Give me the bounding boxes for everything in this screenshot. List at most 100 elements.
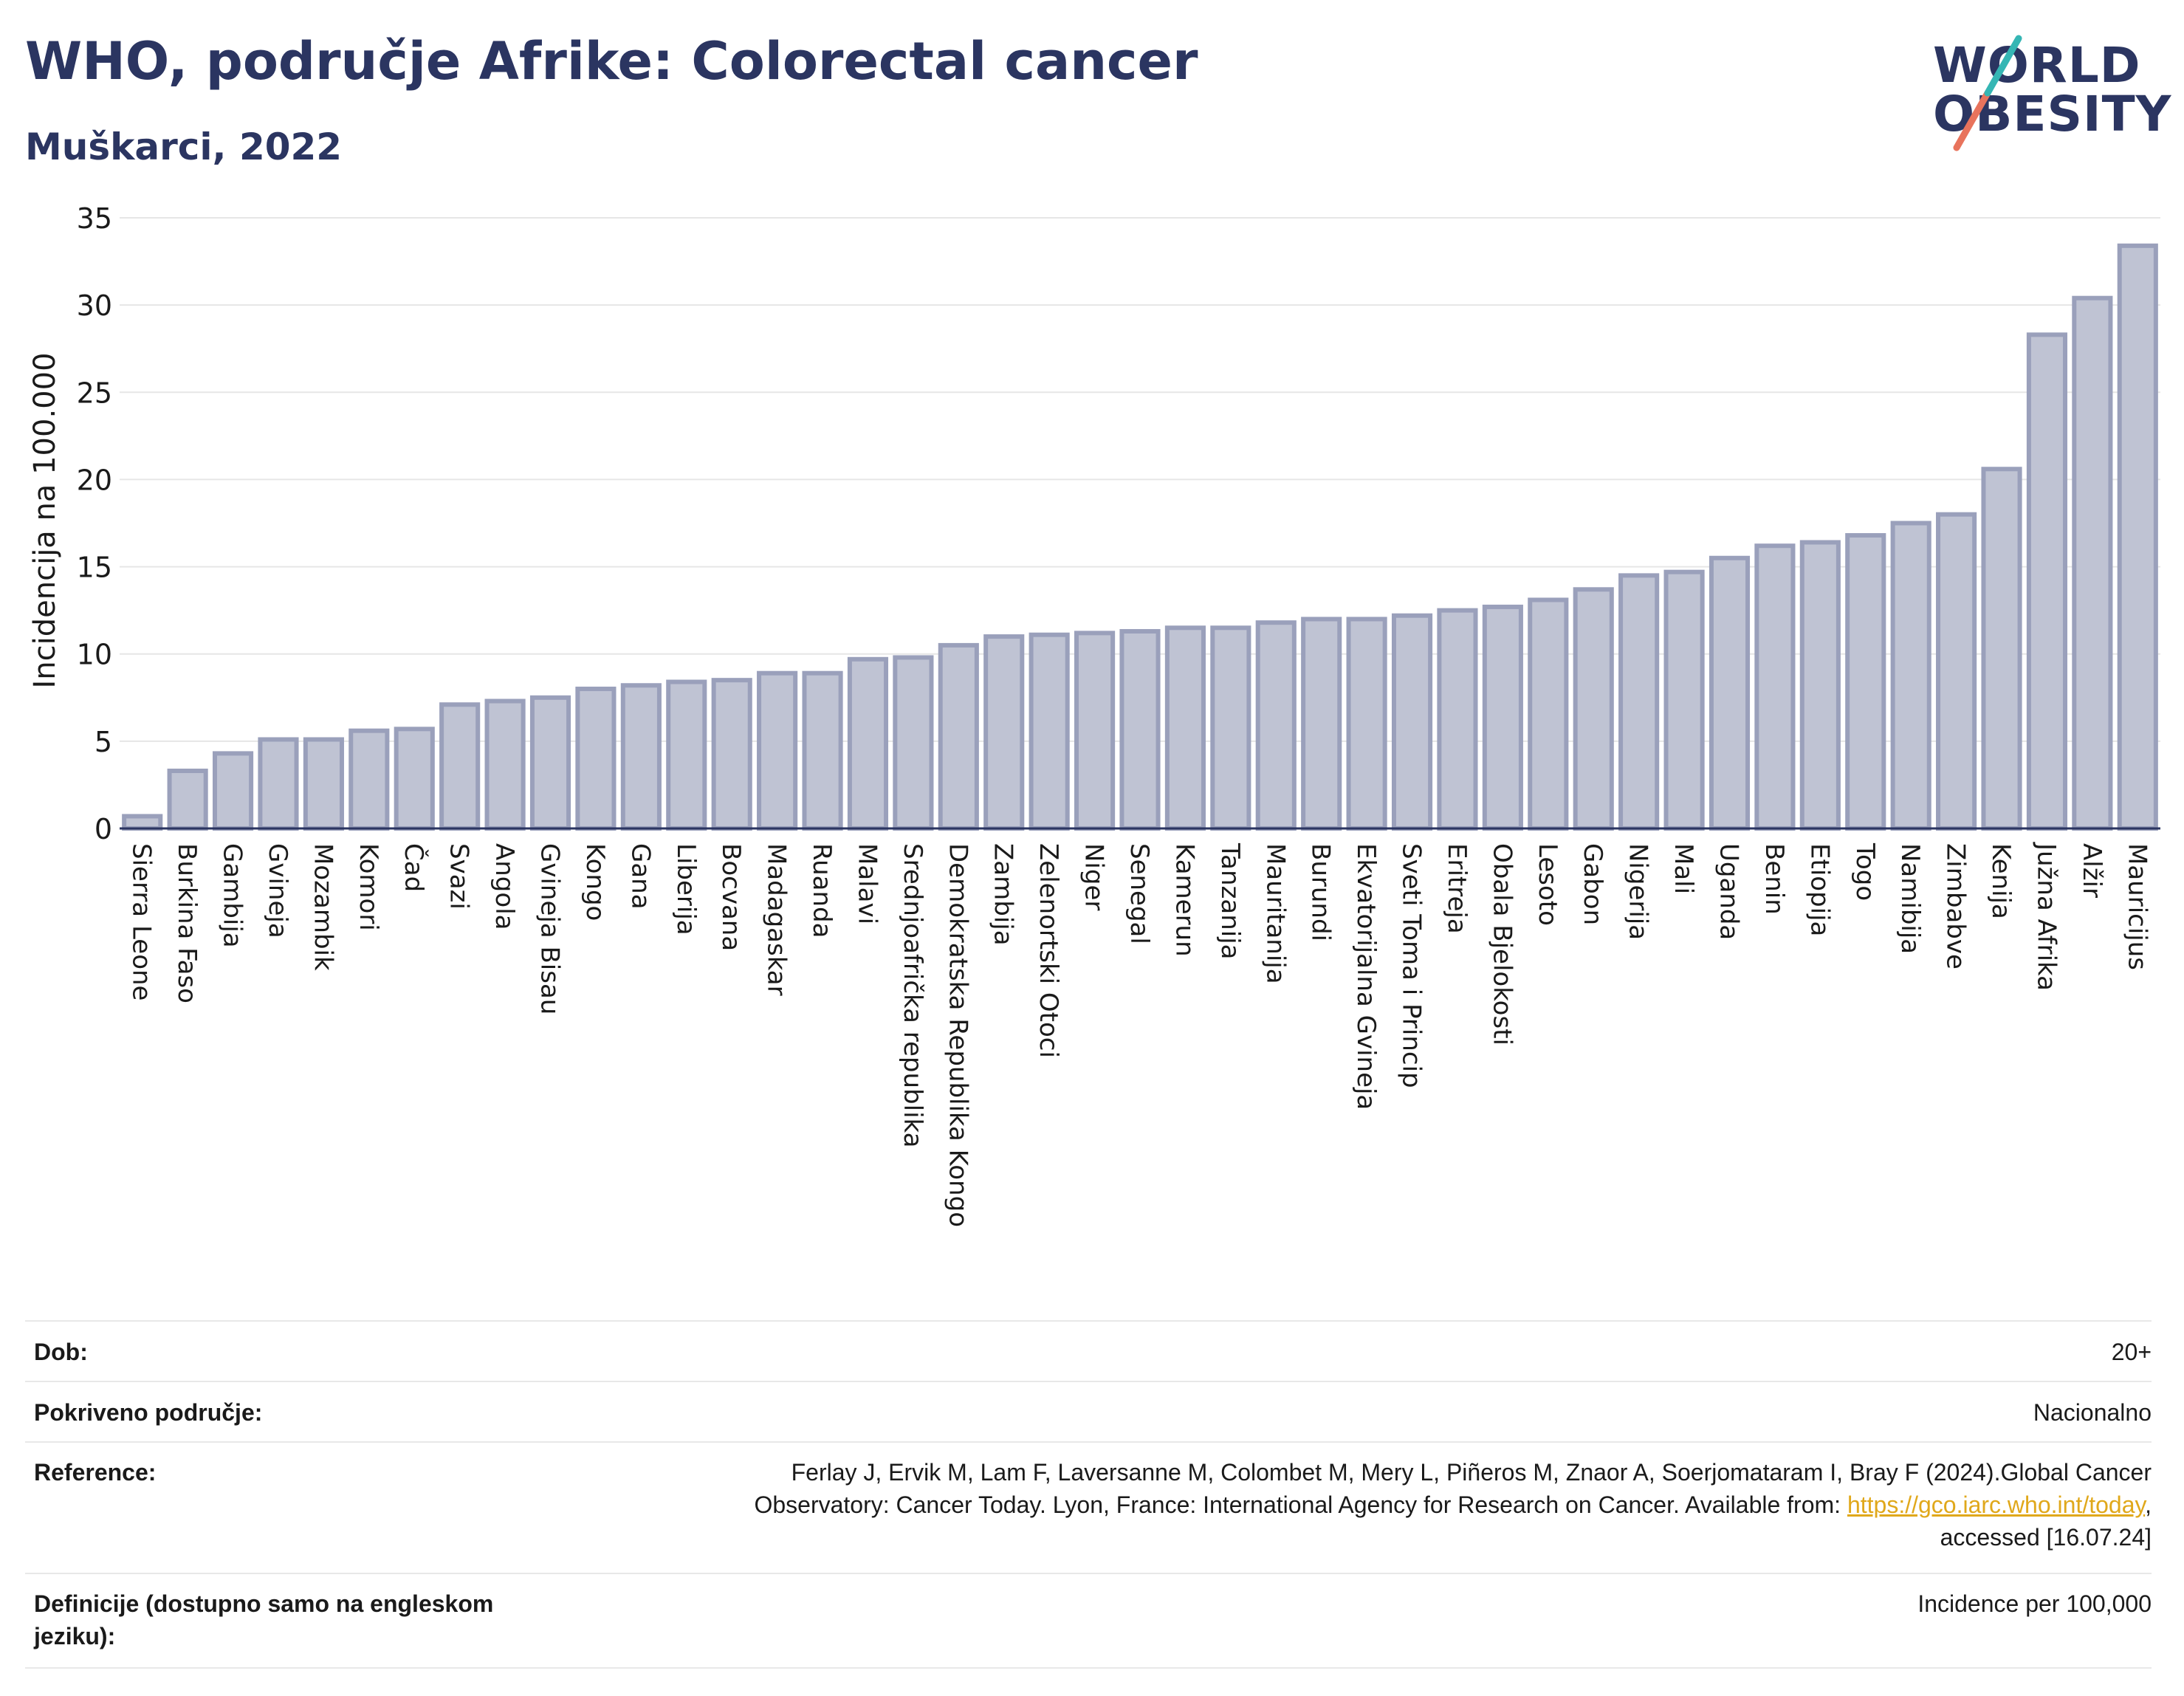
bar (620, 683, 662, 831)
x-tick-label: Burkina Faso (172, 843, 202, 1003)
bar (1981, 467, 2022, 831)
x-tick-label: Ekvatorijalna Gvineja (1351, 843, 1381, 1110)
bar (1346, 617, 1387, 831)
x-tick-label: Gambija (218, 843, 247, 948)
bar (484, 698, 526, 831)
x-tick-label: Niger (1079, 843, 1109, 910)
x-tick-label: Sveti Toma i Princip (1397, 843, 1426, 1088)
x-tick-label: Madagaskar (762, 843, 791, 996)
x-tick-label: Lesoto (1533, 843, 1562, 926)
y-tick-label: 20 (77, 464, 112, 496)
bar (1029, 632, 1070, 831)
x-tick-label: Malavi (852, 843, 882, 924)
bar (122, 814, 163, 831)
bar (666, 679, 707, 831)
bar (1301, 617, 1342, 831)
bar (893, 655, 934, 831)
bar-chart: 0 5 10 15 20 25 30 35 Sierra Leone Burkina Faso Ga… (28, 202, 2160, 1227)
world-obesity-logo: WORLD OBESITY (1927, 30, 2171, 155)
y-tick-label: 5 (95, 726, 112, 758)
bar (1074, 631, 1116, 831)
bar (1210, 625, 1251, 831)
meta-value-coverage: Nacionalno (2033, 1399, 2152, 1426)
x-tick-label: Etiopija (1804, 843, 1834, 936)
y-tick-label: 35 (77, 202, 112, 235)
meta-label-coverage: Pokriveno područje: (34, 1399, 263, 1426)
x-tick-label: Zelenortski Otoci (1034, 843, 1063, 1058)
x-tick-label: Obala Bjelokosti (1487, 843, 1517, 1046)
x-tick-label: Srednjoafrička republika (898, 843, 927, 1147)
bar (1799, 540, 1841, 831)
x-tick-label: Mauritanija (1260, 843, 1290, 984)
bar (938, 642, 979, 831)
bar (1845, 533, 1886, 831)
bar (258, 737, 299, 831)
bar (1936, 512, 1977, 831)
x-tick-label: Čad (399, 843, 429, 892)
x-tick-label: Gabon (1578, 843, 1607, 925)
bar (2117, 243, 2158, 831)
chart-title: WHO, područje Afrike: Colorectal cancer (25, 31, 1198, 92)
meta-row-reference: Reference: Ferlay J, Ervik M, Lam F, Lav… (25, 1441, 2152, 1574)
bar (802, 670, 843, 831)
y-tick-label: 30 (77, 289, 112, 322)
bar (394, 727, 435, 831)
bar (212, 751, 254, 831)
bar (757, 670, 798, 831)
y-tick-label: 25 (77, 377, 112, 409)
bar (1663, 569, 1705, 831)
x-tick-label: Nigerija (1624, 843, 1653, 940)
x-tick-label: Mali (1669, 843, 1698, 894)
reference-line-2: Observatory: Cancer Today. Lyon, France:… (601, 1489, 2152, 1521)
x-tick-label: Kamerun (1170, 843, 1199, 957)
bar (711, 678, 752, 831)
x-tick-label: Angola (490, 843, 519, 930)
reference-link[interactable]: https://gco.iarc.who.int/today (1847, 1491, 2146, 1518)
meta-label-age: Dob: (34, 1339, 88, 1365)
bar (439, 702, 481, 831)
x-tick-label: Burundi (1306, 843, 1336, 941)
bar (1119, 628, 1161, 831)
x-tick-label: Svazi (444, 843, 474, 910)
logo-slash-icon (1953, 35, 2022, 151)
bar (983, 634, 1025, 831)
chart-subtitle: Muškarci, 2022 (25, 126, 343, 168)
x-tick-label: Kenija (1986, 843, 2016, 919)
bar (847, 656, 889, 831)
x-tick-label: Namibija (1895, 843, 1925, 954)
logo-word-world: WORLD (1933, 37, 2141, 94)
y-tick-label: 10 (77, 639, 112, 671)
bar (1618, 573, 1660, 831)
bar (1391, 613, 1433, 831)
x-tick-label: Južna Afrika (2031, 842, 2061, 991)
reference-line-2-end: , (2145, 1491, 2152, 1518)
x-tick-label: Mauricijus (2122, 843, 2152, 970)
meta-row-coverage: Pokriveno područje: Nacionalno (25, 1381, 2152, 1443)
definitions-label-line-1: Definicije (dostupno samo na engleskom (34, 1590, 494, 1617)
x-tick-label: Kongo (580, 843, 610, 921)
bar (1754, 543, 1796, 831)
meta-row-age: Dob: 20+ (25, 1320, 2152, 1382)
x-tick-label: Sierra Leone (127, 843, 157, 1000)
bars (122, 243, 2158, 831)
meta-value-age: 20+ (2111, 1339, 2152, 1365)
meta-label-reference: Reference: (34, 1459, 157, 1486)
y-tick-label: 15 (77, 552, 112, 584)
reference-line-2-text: Observatory: Cancer Today. Lyon, France:… (754, 1491, 1847, 1518)
bar (1573, 587, 1614, 831)
meta-value-reference: Ferlay J, Ervik M, Lam F, Laversanne M, … (601, 1456, 2152, 1553)
x-tick-label: Uganda (1714, 843, 1743, 940)
y-tick-label: 0 (95, 813, 112, 845)
bar (2072, 295, 2113, 831)
axes: 0 5 10 15 20 25 30 35 Sierra Leone Burkina Faso Ga… (77, 202, 2160, 1227)
x-tick-label: Bocvana (716, 843, 746, 951)
bar (1709, 555, 1751, 831)
x-tick-label: Zimbabve (1941, 843, 1971, 969)
x-tick-label: Eritreja (1442, 843, 1472, 934)
bar (2026, 332, 2068, 831)
reference-line-1: Ferlay J, Ervik M, Lam F, Laversanne M, … (791, 1459, 2152, 1486)
bar (1528, 597, 1569, 831)
x-tick-label: Mozambik (308, 843, 337, 971)
bar (1164, 625, 1206, 831)
x-tick-label: Liberija (671, 843, 701, 935)
